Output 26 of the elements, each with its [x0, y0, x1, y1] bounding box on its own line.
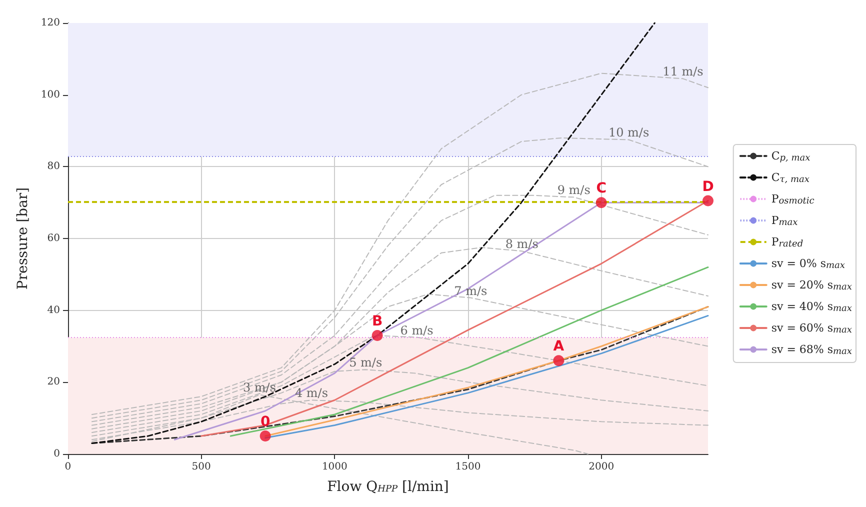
annotation: 9 m/s [557, 183, 590, 198]
annotation: 4 m/s [294, 386, 328, 400]
y-tick-label: 100 [40, 89, 60, 100]
annotation: C [596, 180, 606, 197]
x-tick-label: 1500 [455, 462, 481, 472]
annotation: A [553, 338, 564, 355]
annotation: D [702, 178, 714, 195]
y-tick-label: 20 [47, 376, 60, 388]
x-tick-label: 2000 [588, 462, 614, 472]
y-tick-label: 60 [47, 233, 60, 244]
y-tick-label: 80 [47, 161, 60, 172]
y-axis-title: Pressure [bar] [15, 187, 31, 290]
x-tick-label: 1000 [322, 462, 348, 472]
annotation: 10 m/s [608, 126, 650, 140]
x-tick-label: 0 [64, 462, 72, 472]
annotation: 6 m/s [400, 323, 434, 338]
annotation: 5 m/s [349, 356, 382, 370]
annotation: 8 m/s [505, 237, 538, 252]
x-axis-title: Flow QHPP [l/min] [327, 479, 449, 495]
y-tick-label: 0 [54, 448, 60, 460]
y-tick-label: 120 [40, 18, 60, 28]
annotation: 3 m/s [242, 380, 276, 395]
x-tick-label: 500 [192, 462, 211, 472]
annotation: B [372, 313, 383, 330]
y-tick-label: 40 [47, 304, 60, 316]
annotation: 11 m/s [662, 64, 704, 79]
